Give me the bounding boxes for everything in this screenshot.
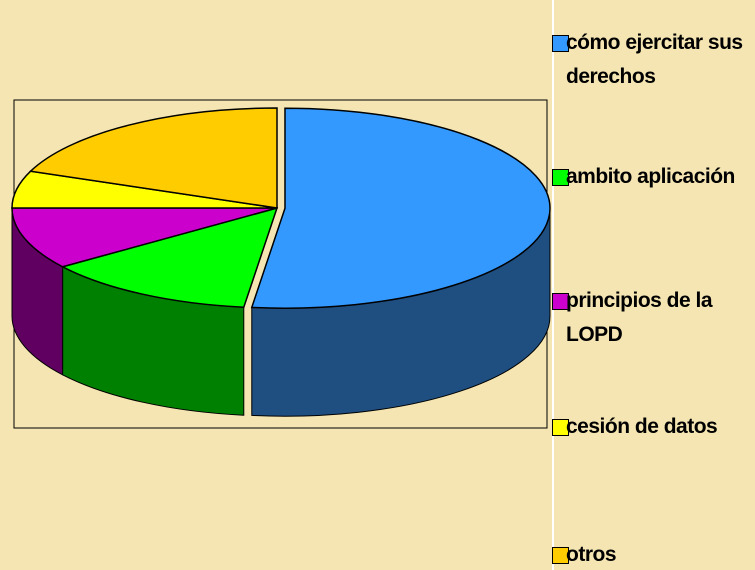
- legend-label: cómo ejercitar sus derechos: [566, 31, 743, 88]
- pie-slice: [60, 206, 279, 308]
- pie-slice: [250, 107, 551, 309]
- legend-swatch: [552, 419, 569, 436]
- legend-swatch: [552, 169, 569, 186]
- pie-slice: [11, 207, 278, 268]
- legend-swatch: [552, 547, 569, 564]
- legend-label: otros: [566, 543, 617, 566]
- legend-swatch: [552, 35, 569, 52]
- legend-label: ambito aplicación: [566, 165, 735, 188]
- legend-label: cesión de datos: [566, 415, 718, 438]
- legend-swatch: [552, 293, 569, 310]
- legend-label: principios de la LOPD: [566, 289, 713, 346]
- pie-slice: [28, 107, 278, 209]
